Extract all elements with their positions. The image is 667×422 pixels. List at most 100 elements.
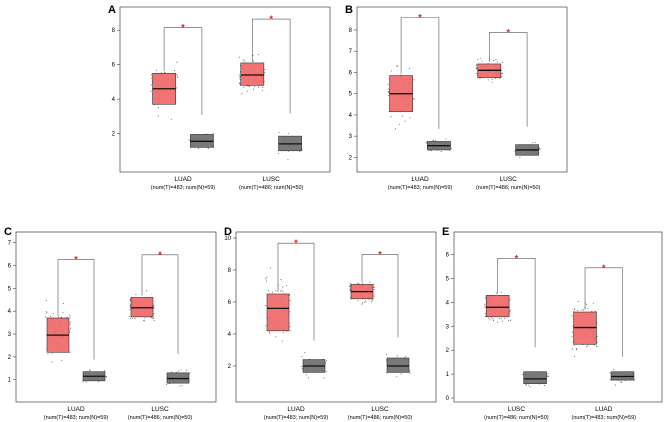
plot-frame <box>356 6 568 173</box>
normal-box <box>386 357 410 373</box>
normal-point <box>434 140 437 142</box>
normal-point <box>82 381 84 383</box>
tumor-point <box>252 88 255 90</box>
tumor-point <box>45 316 47 318</box>
y-tick-label: 6 <box>228 300 232 306</box>
normal-point <box>532 142 534 144</box>
tumor-point <box>69 329 71 331</box>
tumor-point <box>479 57 481 59</box>
significance-star: * <box>158 250 162 260</box>
y-tick-label: 8 <box>112 28 116 34</box>
tumor-point <box>369 281 371 283</box>
y-tick-label: 2 <box>228 364 232 370</box>
tumor-point <box>575 348 577 350</box>
normal-point <box>514 150 516 152</box>
group-luad: * LUAD (num(T)=483; num(N)=59) <box>387 13 452 191</box>
tumor-point <box>373 286 375 289</box>
tumor-point <box>491 81 493 83</box>
group-luad: * LUAD (num(T)=483; num(N)=59) <box>150 23 215 191</box>
tumor-point <box>69 321 72 323</box>
tumor-point <box>490 317 492 319</box>
tumor-point <box>289 326 291 328</box>
normal-point <box>301 355 303 357</box>
y-tick-label: 3 <box>349 134 353 140</box>
tumor-point <box>264 71 266 73</box>
y-tick-label: 8 <box>228 268 232 274</box>
significance-star: * <box>506 27 510 37</box>
tumor-point <box>500 291 502 293</box>
category-label: LUSC <box>500 176 518 183</box>
tumor-point <box>269 267 271 269</box>
tumor-point <box>261 89 263 91</box>
tumor-point <box>493 60 495 62</box>
group-lusc: * LUSC (num(T)=486; num(N)=50) <box>475 27 541 191</box>
group-luad: * LUAD (num(T)=483; num(N)=59) <box>264 238 329 421</box>
significance-star: * <box>294 238 298 248</box>
normal-point <box>409 372 411 374</box>
tumor-point <box>571 348 573 350</box>
tumor-point <box>282 331 284 333</box>
tumor-point <box>268 332 271 334</box>
tumor-point <box>52 313 54 315</box>
tumor-point <box>176 87 178 89</box>
tumor-box <box>266 293 290 332</box>
tumor-point <box>62 312 64 314</box>
tumor-point <box>153 307 155 309</box>
tumor-point <box>281 340 283 342</box>
normal-point <box>188 139 190 141</box>
tumor-point <box>593 344 595 346</box>
tumor-point <box>170 118 172 120</box>
category-sublabel: (num(T)=486; num(N)=50) <box>239 185 304 191</box>
normal-point <box>305 374 307 376</box>
tumor-box <box>240 62 265 86</box>
plot-frame <box>453 231 663 403</box>
tumor-point <box>571 336 573 338</box>
normal-point <box>386 353 388 355</box>
tumor-point <box>258 53 260 55</box>
normal-point <box>208 147 210 149</box>
tumor-point <box>571 315 573 317</box>
tumor-point <box>477 58 479 60</box>
tumor-point <box>413 98 415 100</box>
normal-point <box>609 379 611 381</box>
y-tick-label: 6 <box>446 253 450 259</box>
tumor-point <box>254 86 256 88</box>
tumor-point <box>476 66 478 69</box>
tumor-point <box>272 291 274 293</box>
tumor-point <box>150 84 152 86</box>
tumor-point <box>504 317 506 319</box>
group-lusc: * LUSC (num(T)=486; num(N)=50) <box>128 250 193 421</box>
tumor-point <box>239 79 241 81</box>
normal-point <box>445 138 447 140</box>
tumor-point <box>394 128 397 130</box>
category-label: LUSC <box>508 406 526 413</box>
tumor-point <box>266 276 268 278</box>
tumor-point <box>239 76 241 78</box>
y-tick-label: 4 <box>349 113 353 119</box>
normal-point <box>431 150 433 152</box>
normal-point <box>326 360 328 362</box>
normal-point <box>432 139 434 141</box>
normal-point <box>98 381 100 383</box>
tumor-point <box>509 319 512 321</box>
tumor-point <box>134 317 136 319</box>
normal-point <box>278 132 280 134</box>
tumor-point <box>69 331 71 334</box>
panel-letter: B <box>345 4 353 16</box>
panel-letter: A <box>108 4 116 16</box>
significance-star: * <box>515 253 519 263</box>
tumor-point <box>484 307 486 309</box>
normal-point <box>440 151 442 153</box>
y-tick-label: 5 <box>349 92 353 98</box>
tumor-point <box>146 290 148 292</box>
significance-bracket <box>163 27 203 116</box>
tumor-point <box>45 299 47 302</box>
y-tick-label: 6 <box>8 263 12 269</box>
tumor-point <box>275 290 277 292</box>
y-tick-label: 7 <box>349 49 353 55</box>
tumor-point <box>358 283 360 285</box>
tumor-point <box>69 316 71 318</box>
tumor-point <box>129 299 131 301</box>
category-label: LUSC <box>263 176 281 183</box>
normal-point <box>105 376 108 378</box>
